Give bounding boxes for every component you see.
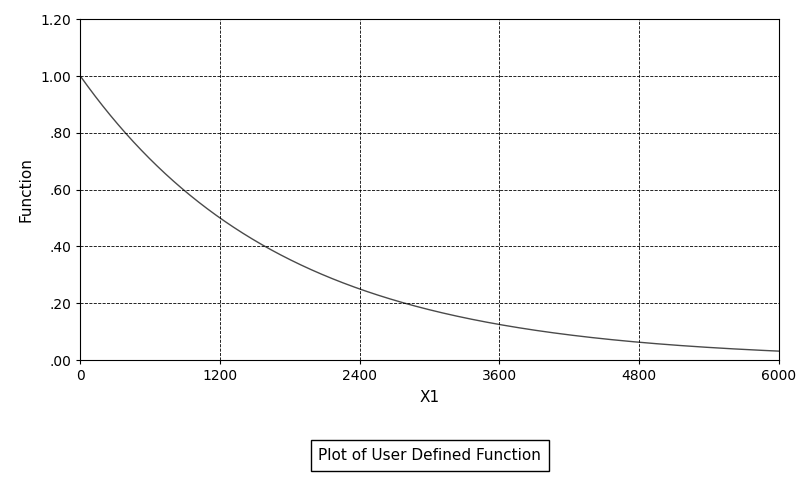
Y-axis label: Function: Function: [18, 157, 34, 222]
Text: Plot of User Defined Function: Plot of User Defined Function: [318, 448, 541, 463]
X-axis label: X1: X1: [419, 390, 439, 405]
